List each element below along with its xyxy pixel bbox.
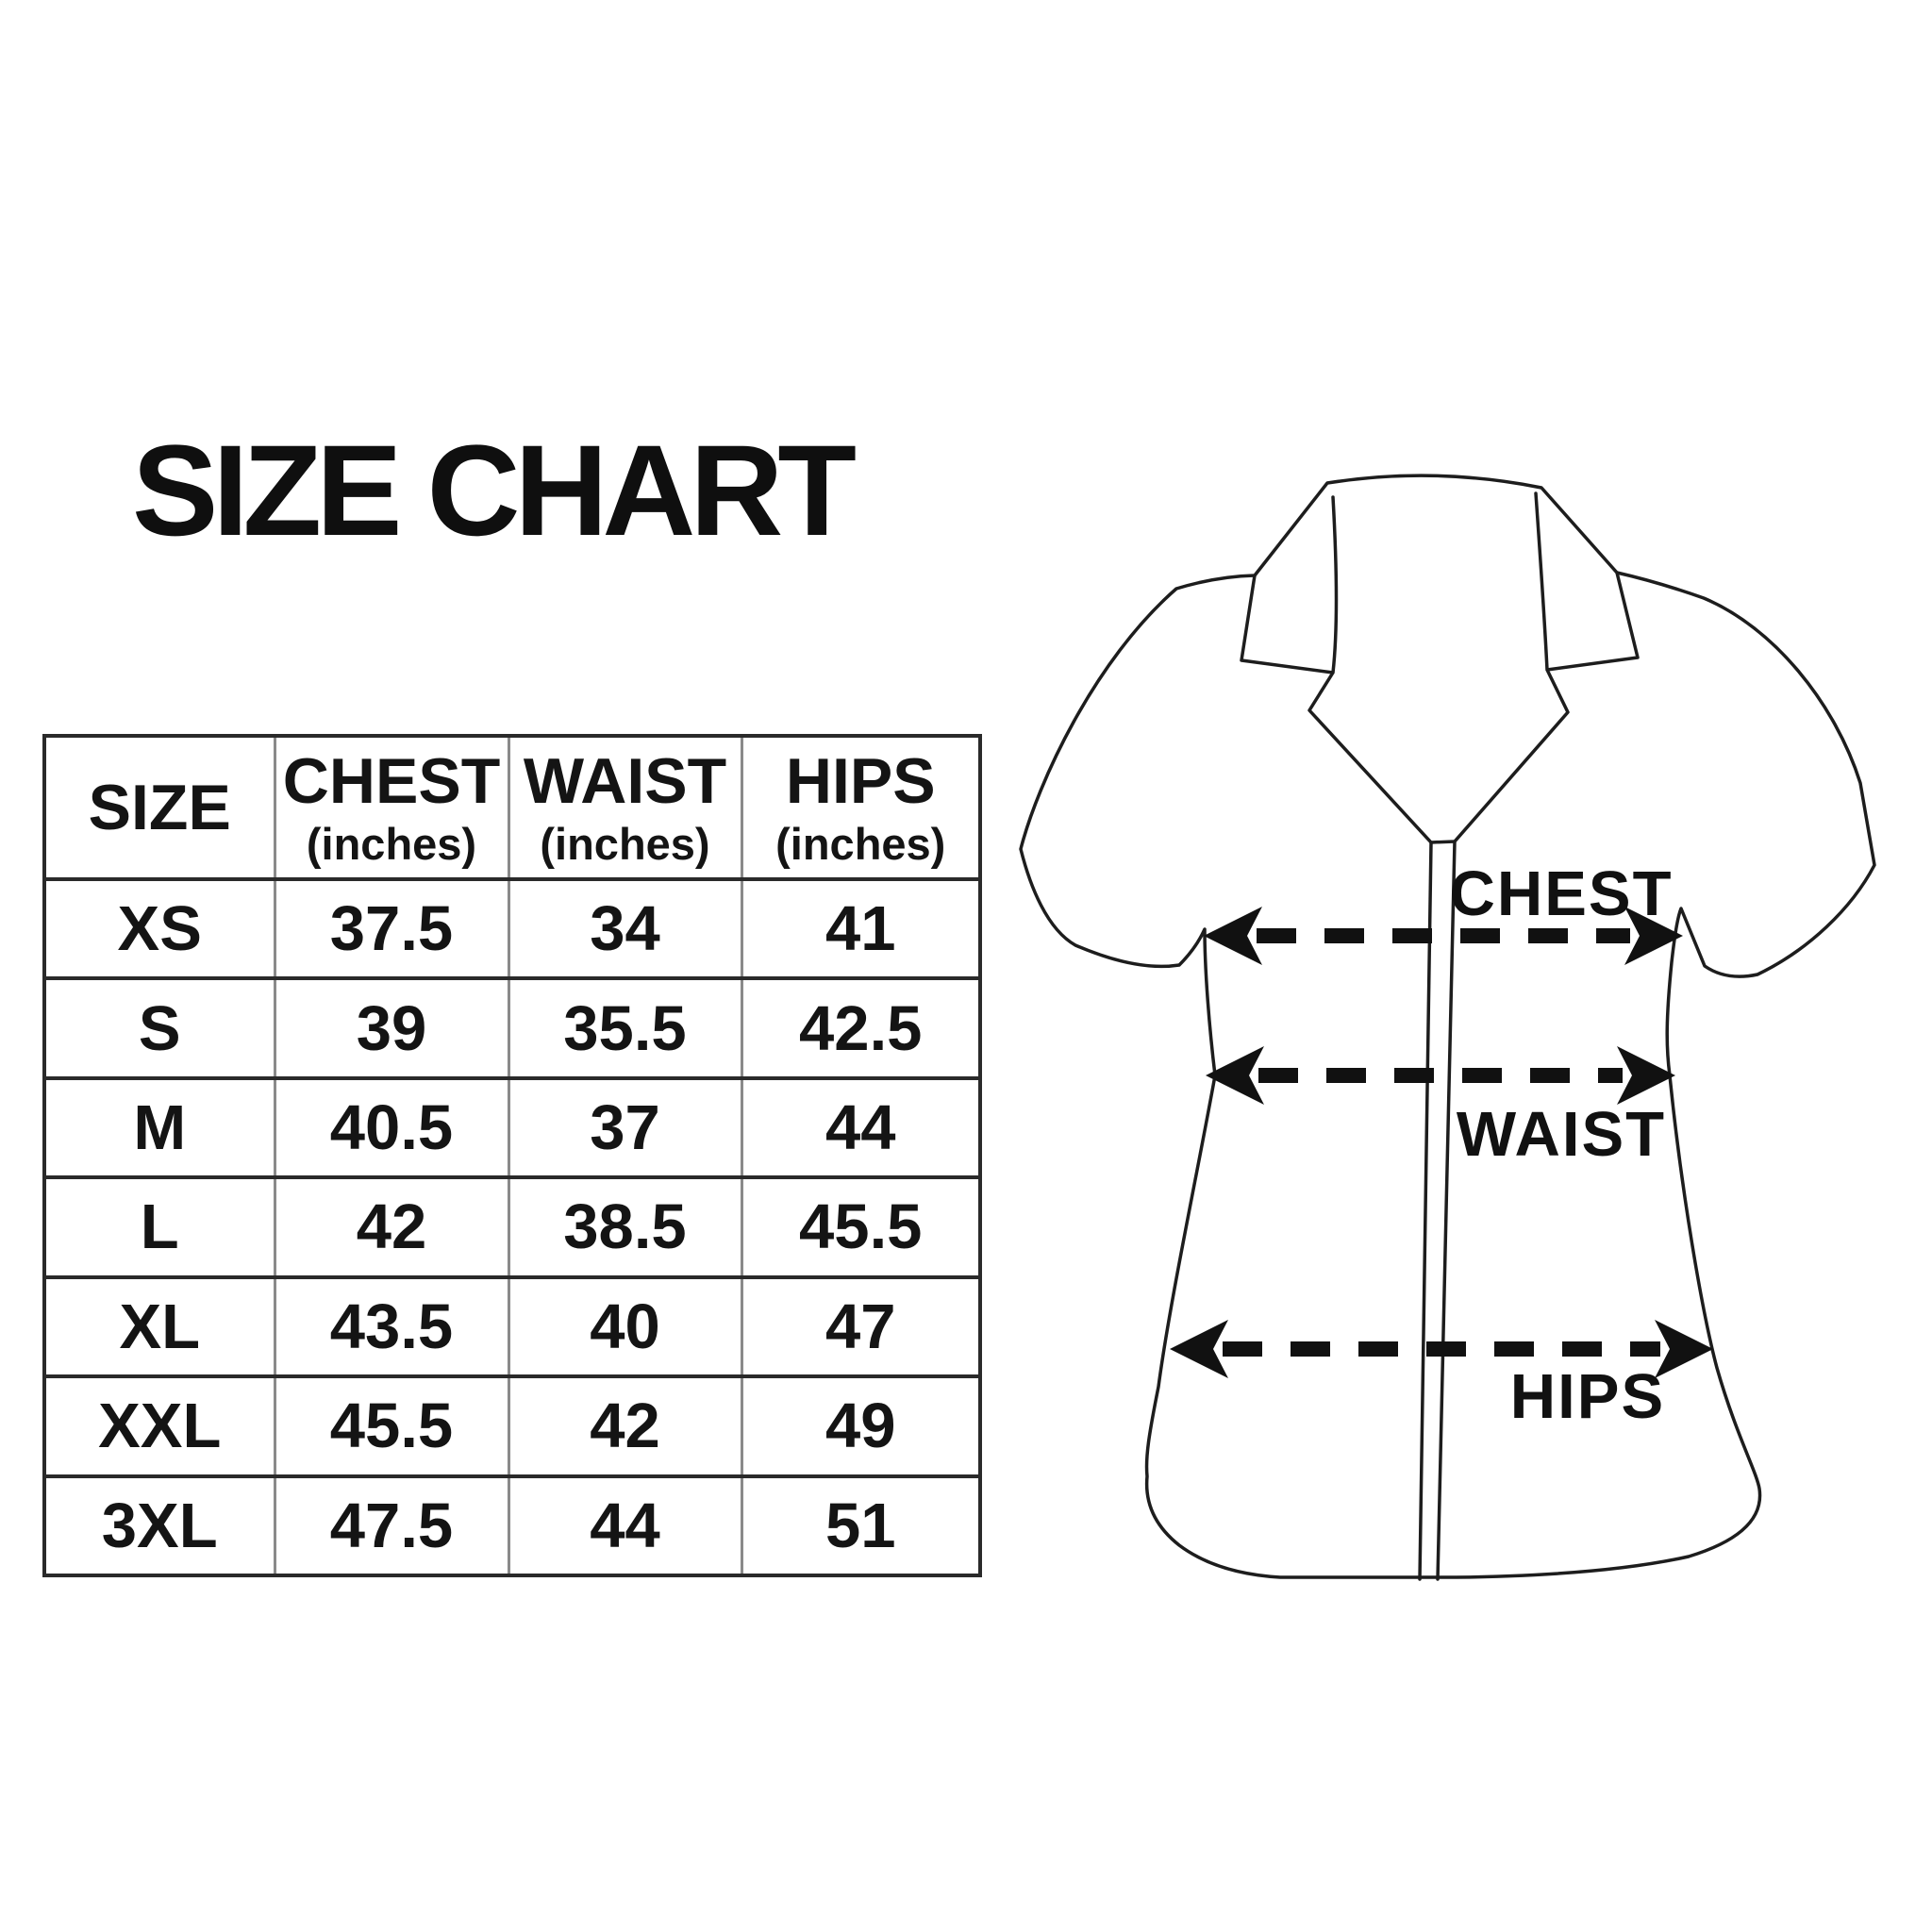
table-cell-waist: 34 — [507, 876, 743, 981]
arrowhead-right-icon — [1655, 1320, 1713, 1378]
arrowhead-left-icon — [1206, 1046, 1264, 1105]
table-cell-size: M — [42, 1075, 276, 1180]
chest-measure-label: CHEST — [1449, 858, 1673, 929]
arrowhead-right-icon — [1624, 907, 1683, 965]
table-cell-chest: 45.5 — [273, 1374, 510, 1478]
table-cell-hips: 41 — [740, 876, 982, 981]
table-cell-waist: 37 — [507, 1075, 743, 1180]
column-unit-label: (inches) — [306, 819, 477, 869]
table-cell-hips: 51 — [740, 1474, 982, 1578]
table-cell-chest: 37.5 — [273, 876, 510, 981]
column-header-waist: WAIST (inches) — [507, 734, 743, 881]
table-row: XL 43.5 40 47 — [42, 1274, 982, 1379]
table-cell-hips: 42.5 — [740, 976, 982, 1080]
table-cell-size: XXL — [42, 1374, 276, 1478]
table-cell-hips: 44 — [740, 1075, 982, 1180]
column-unit-label: (inches) — [775, 819, 946, 869]
column-unit-label: (inches) — [540, 819, 710, 869]
table-row: 3XL 47.5 44 51 — [42, 1474, 982, 1578]
table-cell-waist: 35.5 — [507, 976, 743, 1080]
arrowhead-left-icon — [1204, 907, 1262, 965]
table-row: XS 37.5 34 41 — [42, 876, 982, 981]
table-cell-size: 3XL — [42, 1474, 276, 1578]
table-cell-chest: 39 — [273, 976, 510, 1080]
hips-measure-label: HIPS — [1510, 1361, 1665, 1432]
column-label: SIZE — [88, 772, 231, 843]
table-cell-chest: 42 — [273, 1175, 510, 1279]
table-cell-size: XL — [42, 1274, 276, 1379]
table-row: L 42 38.5 45.5 — [42, 1175, 982, 1279]
column-header-chest: CHEST (inches) — [273, 734, 510, 881]
chest-measure-arrow — [1204, 907, 1683, 965]
column-label: CHEST — [282, 745, 501, 817]
table-cell-size: S — [42, 976, 276, 1080]
column-label: WAIST — [523, 745, 727, 817]
header-row: SIZE CHEST (inches) WAIST (inches) HIPS … — [42, 734, 982, 881]
table-cell-waist: 44 — [507, 1474, 743, 1578]
column-label: HIPS — [785, 745, 936, 817]
table-cell-chest: 43.5 — [273, 1274, 510, 1379]
table-cell-size: L — [42, 1175, 276, 1279]
column-header-size: SIZE — [42, 734, 276, 881]
arrowhead-right-icon — [1617, 1046, 1675, 1105]
table-cell-chest: 40.5 — [273, 1075, 510, 1180]
table-cell-waist: 42 — [507, 1374, 743, 1478]
table-cell-hips: 45.5 — [740, 1175, 982, 1279]
page-title: SIZE CHART — [132, 419, 857, 563]
waist-measure-label: WAIST — [1457, 1099, 1666, 1170]
shirt-outline — [1019, 474, 1876, 1579]
table-cell-chest: 47.5 — [273, 1474, 510, 1578]
column-header-hips: HIPS (inches) — [740, 734, 982, 881]
table-row: M 40.5 37 44 — [42, 1075, 982, 1180]
button-placket-lines — [1418, 840, 1457, 1581]
table-cell-size: XS — [42, 876, 276, 981]
collar-lapel-lines — [1240, 491, 1640, 844]
table-cell-hips: 49 — [740, 1374, 982, 1478]
table-cell-waist: 40 — [507, 1274, 743, 1379]
table-cell-waist: 38.5 — [507, 1175, 743, 1279]
size-table-header: SIZE CHEST (inches) WAIST (inches) HIPS … — [42, 734, 982, 881]
table-row: XXL 45.5 42 49 — [42, 1374, 982, 1478]
size-table: SIZE CHEST (inches) WAIST (inches) HIPS … — [42, 734, 982, 1578]
hips-measure-arrow — [1170, 1320, 1713, 1378]
waist-measure-arrow — [1206, 1046, 1675, 1105]
table-cell-hips: 47 — [740, 1274, 982, 1379]
size-table-body: XS 37.5 34 41 S 39 35.5 42.5 M 40.5 37 44 L 42 38.5 45.… — [42, 876, 982, 1578]
arrowhead-left-icon — [1170, 1320, 1228, 1378]
table-row: S 39 35.5 42.5 — [42, 976, 982, 1080]
shirt-measurement-diagram: CHEST WAIST HIPS — [1019, 474, 1876, 1581]
